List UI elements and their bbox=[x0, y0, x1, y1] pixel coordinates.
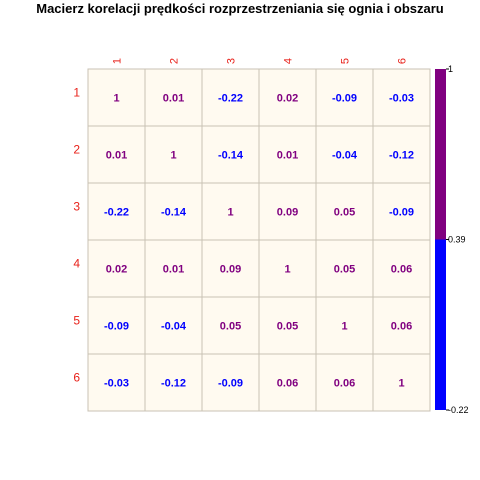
cell-value: 0.06 bbox=[277, 378, 298, 390]
cell-value: -0.04 bbox=[332, 150, 358, 162]
matrix-cell bbox=[87, 68, 146, 127]
column-label: 1 bbox=[112, 58, 124, 64]
matrix-cell bbox=[372, 125, 431, 184]
matrix-cells bbox=[87, 68, 431, 412]
cell-value: 1 bbox=[170, 150, 176, 162]
cell-value: -0.12 bbox=[389, 150, 414, 162]
cell-value: 1 bbox=[284, 264, 290, 276]
cell-value: 1 bbox=[398, 378, 404, 390]
matrix-cell bbox=[144, 182, 203, 241]
cell-value: 0.05 bbox=[277, 321, 298, 333]
row-label: 2 bbox=[73, 143, 80, 157]
matrix-cell bbox=[372, 296, 431, 355]
cell-value: -0.03 bbox=[104, 378, 129, 390]
cell-value: 0.02 bbox=[277, 93, 298, 105]
cell-value: 0.06 bbox=[334, 378, 355, 390]
matrix-cell bbox=[258, 239, 317, 298]
cell-value: 0.06 bbox=[391, 321, 412, 333]
matrix-cell bbox=[315, 296, 374, 355]
column-label: 3 bbox=[226, 58, 238, 64]
colorbar-tick-label: 0.39 bbox=[448, 235, 466, 245]
matrix-cell bbox=[87, 296, 146, 355]
row-label: 4 bbox=[73, 257, 80, 271]
column-label: 2 bbox=[169, 58, 181, 64]
matrix-cell bbox=[258, 125, 317, 184]
cell-value: 1 bbox=[113, 93, 119, 105]
cell-value: 0.01 bbox=[163, 264, 184, 276]
cell-value: 0.05 bbox=[334, 207, 355, 219]
matrix-cell bbox=[315, 182, 374, 241]
cell-value: 0.01 bbox=[106, 150, 127, 162]
cell-value: 0.09 bbox=[220, 264, 241, 276]
cell-value: -0.09 bbox=[332, 93, 357, 105]
cell-value: -0.04 bbox=[161, 321, 187, 333]
matrix-cell bbox=[315, 353, 374, 412]
matrix-cell bbox=[201, 239, 260, 298]
cell-value: 0.05 bbox=[334, 264, 355, 276]
row-labels: 1 2 3 4 5 6 bbox=[73, 86, 80, 385]
colorbar-tick-label: -0.22 bbox=[448, 405, 469, 415]
cell-value: -0.12 bbox=[161, 378, 186, 390]
cell-value: 1 bbox=[227, 207, 233, 219]
colorbar: 1 0.39 -0.22 bbox=[435, 64, 469, 415]
matrix-cell bbox=[258, 296, 317, 355]
matrix-cell bbox=[201, 296, 260, 355]
matrix-cell bbox=[144, 68, 203, 127]
cell-value: -0.09 bbox=[104, 321, 129, 333]
matrix-cell bbox=[315, 239, 374, 298]
row-label: 3 bbox=[73, 200, 80, 214]
matrix-cell bbox=[87, 353, 146, 412]
colorbar-high-segment bbox=[435, 69, 446, 240]
matrix-cell bbox=[372, 239, 431, 298]
cell-value: 0.06 bbox=[391, 264, 412, 276]
cell-value: -0.14 bbox=[161, 207, 187, 219]
matrix-cell bbox=[372, 68, 431, 127]
cell-value: 0.01 bbox=[163, 93, 184, 105]
column-labels: 1 2 3 4 5 6 bbox=[112, 58, 409, 64]
row-label: 6 bbox=[73, 371, 80, 385]
cell-value: -0.09 bbox=[218, 378, 243, 390]
matrix-cell bbox=[372, 182, 431, 241]
cell-value: -0.22 bbox=[218, 93, 243, 105]
matrix-cell bbox=[258, 182, 317, 241]
cell-value: 0.02 bbox=[106, 264, 127, 276]
cell-value: 1 bbox=[341, 321, 347, 333]
matrix-values: 1 0.01 -0.22 0.02 -0.09 -0.03 0.01 1 -0.14 0.01 -0… bbox=[104, 93, 414, 390]
column-label: 6 bbox=[397, 58, 409, 64]
chart-title: Macierz korelacji prędkości rozprzestrze… bbox=[36, 1, 444, 16]
column-label: 5 bbox=[340, 58, 352, 64]
cell-value: 0.09 bbox=[277, 207, 298, 219]
cell-value: -0.03 bbox=[389, 93, 414, 105]
row-label: 1 bbox=[73, 86, 80, 100]
cell-value: 0.05 bbox=[220, 321, 241, 333]
cell-value: -0.22 bbox=[104, 207, 129, 219]
row-label: 5 bbox=[73, 314, 80, 328]
matrix-cell bbox=[201, 68, 260, 127]
cell-value: -0.09 bbox=[389, 207, 414, 219]
column-label: 4 bbox=[283, 58, 295, 64]
colorbar-low-segment bbox=[435, 239, 446, 410]
matrix-cell bbox=[258, 353, 317, 412]
matrix-cell bbox=[372, 353, 431, 412]
matrix-cell bbox=[144, 239, 203, 298]
matrix-cell bbox=[87, 239, 146, 298]
colorbar-tick-label: 1 bbox=[448, 64, 453, 74]
cell-value: -0.14 bbox=[218, 150, 244, 162]
cell-value: 0.01 bbox=[277, 150, 298, 162]
matrix-cell bbox=[144, 125, 203, 184]
